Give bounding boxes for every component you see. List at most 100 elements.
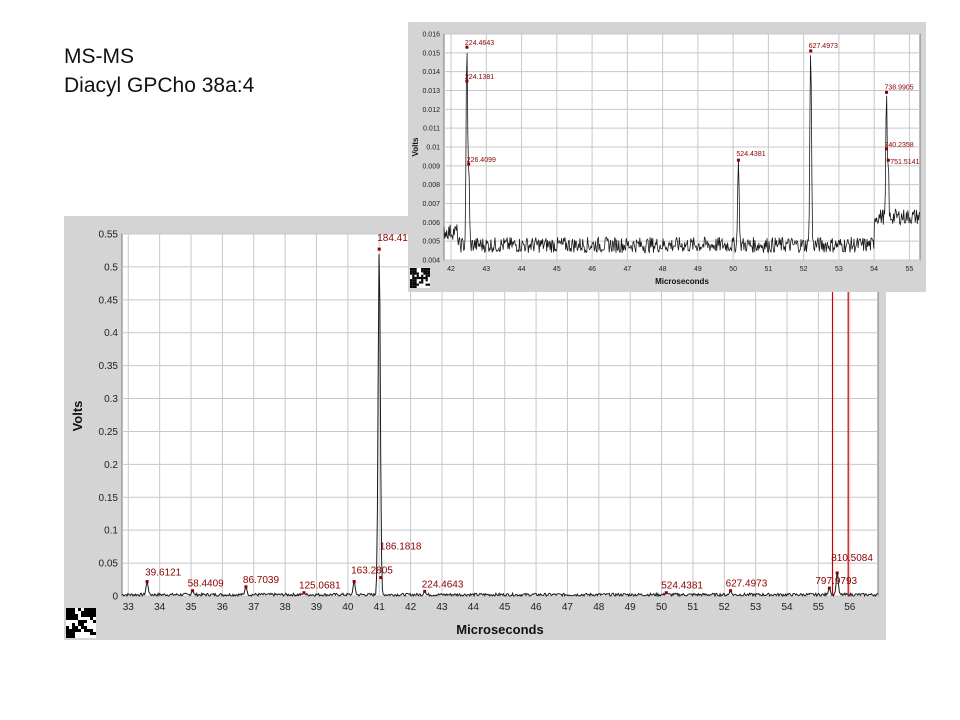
qr-module <box>425 270 428 273</box>
qr-module <box>414 283 417 286</box>
x-tick-label: 43 <box>436 602 448 613</box>
peak-marker <box>809 49 813 53</box>
qr-module <box>93 608 96 611</box>
qr-module <box>427 283 430 286</box>
qr-module <box>66 626 69 629</box>
qr-module <box>78 608 81 611</box>
x-tick-label: 52 <box>800 266 808 273</box>
y-tick-label: 0.012 <box>422 107 440 114</box>
signal-trace <box>121 254 879 598</box>
y-tick-label: 0.007 <box>422 201 440 208</box>
peak-label: 186.1818 <box>380 542 422 553</box>
x-tick-label: 48 <box>659 266 667 273</box>
peak-label: 627.4973 <box>809 43 838 50</box>
qr-module <box>93 614 96 617</box>
peak-marker <box>302 591 306 595</box>
qr-module <box>427 268 430 271</box>
x-tick-label: 45 <box>553 266 561 273</box>
x-axis-title: Microseconds <box>655 277 709 286</box>
peak-marker <box>377 247 381 251</box>
qr-module <box>414 270 417 273</box>
peak-label: 797.9793 <box>815 576 857 587</box>
qr-module <box>427 270 430 273</box>
main-chart: 33 34 35 36 37 38 39 40 41 42 43 44 45 46 47 48 49 50 51 52… <box>70 230 879 637</box>
qr-module <box>66 635 69 638</box>
qr-module <box>72 626 75 629</box>
x-tick-label: 53 <box>835 266 843 273</box>
signal-trace <box>443 52 921 254</box>
qr-module <box>72 635 75 638</box>
y-tick-label: 0.45 <box>99 295 119 306</box>
qr-module <box>81 626 84 629</box>
qr-module <box>412 276 415 280</box>
peak-marker <box>467 162 471 166</box>
qr-module <box>69 632 72 635</box>
x-tick-label: 48 <box>593 602 605 613</box>
qr-module <box>425 276 428 280</box>
qr-module <box>412 272 415 275</box>
x-tick-label: 40 <box>342 602 354 613</box>
y-tick-label: 0.004 <box>422 257 440 264</box>
qr-module <box>421 274 424 277</box>
y-axis-title: Volts <box>411 137 420 157</box>
y-tick-label: 0.013 <box>422 88 440 95</box>
y-tick-label: 0.009 <box>422 163 440 170</box>
y-tick-label: 0.25 <box>99 427 119 438</box>
y-tick-label: 0.55 <box>99 230 119 241</box>
peak-marker <box>664 591 668 595</box>
qr-module <box>416 283 419 286</box>
qr-module <box>72 632 75 635</box>
qr-module <box>87 629 90 632</box>
peak-marker <box>885 147 889 151</box>
peak-label: 58.4409 <box>188 579 225 590</box>
peak-marker <box>352 580 356 584</box>
qr-module <box>414 272 417 275</box>
x-tick-label: 55 <box>906 266 914 273</box>
qr-module <box>416 274 419 277</box>
qr-module <box>427 272 430 275</box>
qr-module <box>410 270 413 273</box>
qr-module <box>72 617 75 620</box>
x-tick-label: 51 <box>764 266 772 273</box>
peak-marker <box>465 45 469 49</box>
peak-label: 524.4381 <box>736 151 765 158</box>
x-tick-label: 56 <box>844 602 856 613</box>
peak-marker <box>736 158 740 162</box>
qr-module <box>414 285 417 288</box>
qr-module <box>81 620 84 623</box>
qr-module <box>69 608 72 611</box>
qr-module <box>421 281 424 284</box>
qr-module <box>410 283 413 286</box>
peak-label: 224.4643 <box>422 579 464 590</box>
inset-chart: 42 43 44 45 46 47 48 49 50 51 52 53 54 55 0.004 0.005 0.… <box>411 31 921 286</box>
peak-label: 184.41 <box>377 233 408 244</box>
qr-module <box>416 276 419 280</box>
peak-label: 224.4643 <box>465 40 494 47</box>
y-tick-label: 0.015 <box>422 50 440 57</box>
qr-module <box>412 270 415 273</box>
peak-label: 86.7039 <box>243 575 280 586</box>
qr-code-graphic <box>410 268 430 288</box>
peak-label: 740.2358 <box>885 142 914 149</box>
qr-code-icon <box>410 268 430 288</box>
qr-module <box>410 279 413 282</box>
x-tick-label: 45 <box>499 602 511 613</box>
qr-module <box>90 632 93 635</box>
qr-module <box>421 268 424 271</box>
qr-module <box>87 611 90 614</box>
x-tick-label: 41 <box>374 602 386 613</box>
qr-module <box>93 611 96 614</box>
y-tick-label: 0.3 <box>104 394 118 405</box>
qr-module <box>418 281 422 284</box>
qr-module <box>410 285 413 288</box>
qr-module <box>81 614 84 617</box>
qr-module <box>84 611 87 614</box>
peak-label: 125.0681 <box>299 581 341 592</box>
qr-module <box>90 617 93 620</box>
qr-module <box>66 608 69 611</box>
qr-module <box>69 614 72 617</box>
peak-marker <box>835 571 839 575</box>
x-tick-label: 49 <box>694 266 702 273</box>
y-tick-label: 0.05 <box>99 559 119 570</box>
peak-label: 163.2805 <box>351 566 393 577</box>
